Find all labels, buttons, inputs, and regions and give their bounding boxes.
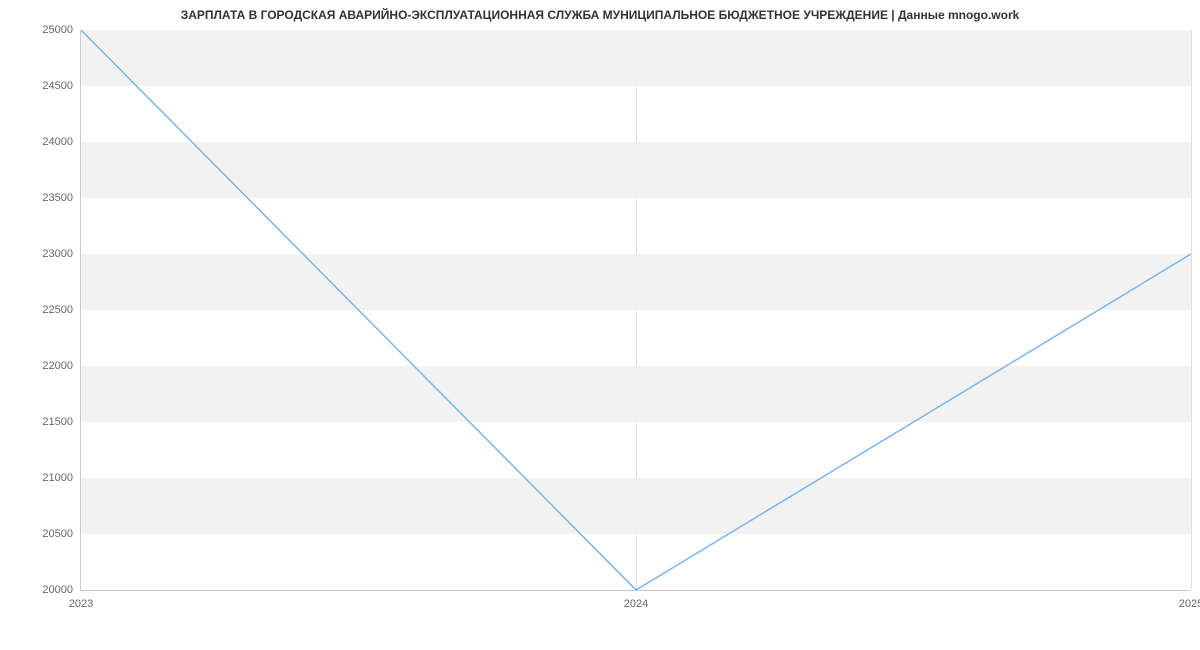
y-tick-label: 23500 <box>42 192 81 204</box>
y-tick-label: 21500 <box>42 416 81 428</box>
y-tick-label: 24000 <box>42 136 81 148</box>
y-tick-label: 25000 <box>42 24 81 36</box>
series-line <box>81 30 1191 590</box>
x-tick-label: 2023 <box>69 590 93 610</box>
y-tick-label: 22000 <box>42 360 81 372</box>
plot-area: 2000020500210002150022000225002300023500… <box>80 30 1191 591</box>
x-tick-label: 2024 <box>624 590 648 610</box>
chart-title: ЗАРПЛАТА В ГОРОДСКАЯ АВАРИЙНО-ЭКСПЛУАТАЦ… <box>0 0 1200 26</box>
y-tick-label: 20500 <box>42 528 81 540</box>
y-tick-label: 22500 <box>42 304 81 316</box>
x-grid-line <box>1191 30 1192 590</box>
x-tick-label: 2025 <box>1179 590 1200 610</box>
y-tick-label: 21000 <box>42 472 81 484</box>
salary-chart: ЗАРПЛАТА В ГОРОДСКАЯ АВАРИЙНО-ЭКСПЛУАТАЦ… <box>0 0 1200 650</box>
y-tick-label: 23000 <box>42 248 81 260</box>
y-tick-label: 24500 <box>42 80 81 92</box>
line-series <box>81 30 1191 590</box>
